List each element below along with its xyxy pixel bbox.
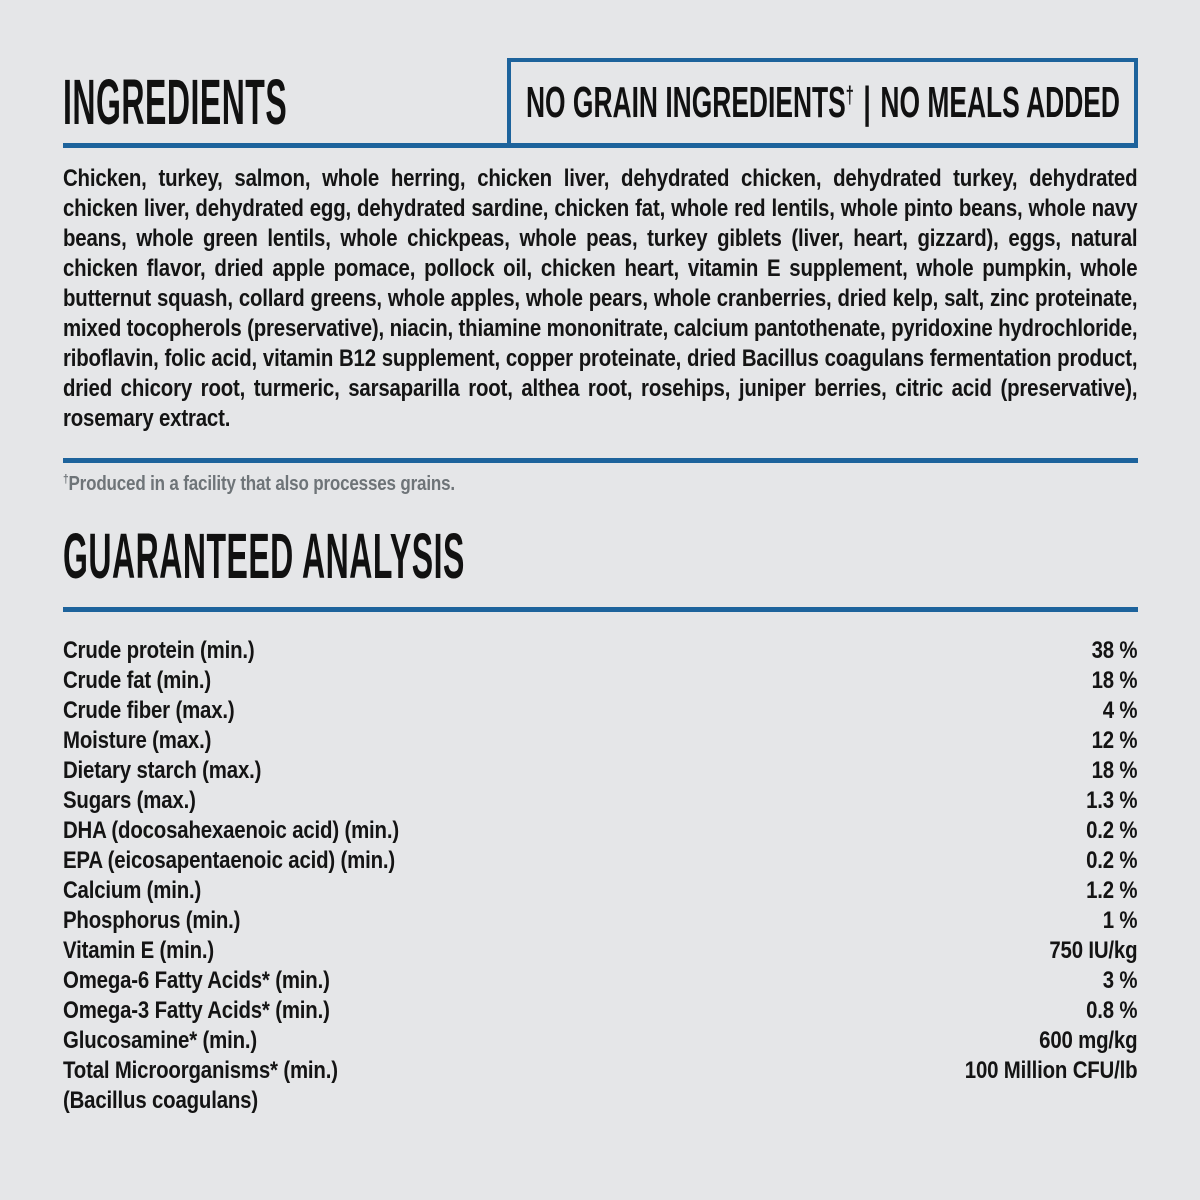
analysis-row-label: DHA (docosahexaenoic acid) (min.) [63, 817, 399, 844]
ingredients-title-text: INGREDIENTS [63, 66, 288, 138]
analysis-row: Omega-3 Fatty Acids* (min.) 0.8 % [63, 996, 1138, 1026]
analysis-row-value: 100 Million CFU/lb [964, 1057, 1138, 1084]
analysis-row-label: Dietary starch (max.) [63, 757, 262, 784]
analysis-row: Crude protein (min.) 38 % [63, 636, 1138, 666]
analysis-row: DHA (docosahexaenoic acid) (min.) 0.2 % [63, 816, 1138, 846]
analysis-row: Sugars (max.) 1.3 % [63, 786, 1138, 816]
analysis-row-label: Crude fiber (max.) [63, 697, 235, 724]
analysis-row: Total Microorganisms* (min.) 100 Million… [63, 1056, 1138, 1086]
analysis-row: Moisture (max.) 12 % [63, 726, 1138, 756]
analysis-row-value: 600 mg/kg [1039, 1027, 1138, 1054]
analysis-row: Dietary starch (max.) 18 % [63, 756, 1138, 786]
analysis-row-value: 0.2 % [1086, 817, 1138, 844]
analysis-row-label: Crude protein (min.) [63, 637, 255, 664]
analysis-row: Omega-6 Fatty Acids* (min.) 3 % [63, 966, 1138, 996]
footnote-dagger: † [63, 472, 69, 486]
analysis-row-label: Crude fat (min.) [63, 667, 212, 694]
analysis-row-label: Total Microorganisms* (min.) [63, 1057, 338, 1084]
badge-no-grain-label: NO GRAIN INGREDIENTS [525, 78, 846, 127]
ingredients-paragraph: Chicken, turkey, salmon, whole herring, … [63, 164, 1138, 434]
analysis-row: Vitamin E (min.) 750 IU/kg [63, 936, 1138, 966]
analysis-row-label: (Bacillus coagulans) [63, 1087, 258, 1114]
analysis-row-label: EPA (eicosapentaenoic acid) (min.) [63, 847, 396, 874]
divider-analysis [63, 607, 1138, 612]
footnote-text-line: †Produced in a facility that also proces… [63, 472, 1137, 496]
analysis-row: Calcium (min.) 1.2 % [63, 876, 1138, 906]
analysis-rows: Crude protein (min.) 38 % Crude fat (min… [63, 636, 1138, 1116]
no-grain-badge-text: NO GRAIN INGREDIENTS† | NO MEALS ADDED [526, 81, 1120, 125]
analysis-row: Crude fiber (max.) 4 % [63, 696, 1138, 726]
footnote-text: Produced in a facility that also process… [68, 473, 456, 495]
analysis-row-value: 3 % [1102, 967, 1138, 994]
analysis-row-value: 1 % [1102, 907, 1138, 934]
analysis-row-label: Vitamin E (min.) [63, 937, 215, 964]
analysis-row-value: 4 % [1102, 697, 1138, 724]
analysis-row: Crude fat (min.) 18 % [63, 666, 1138, 696]
analysis-row-label: Moisture (max.) [63, 727, 212, 754]
divider-ingredients [63, 143, 1138, 148]
analysis-row-value: 18 % [1091, 667, 1138, 694]
analysis-row-label: Sugars (max.) [63, 787, 196, 814]
guaranteed-analysis-title: GUARANTEED ANALYSIS [63, 524, 867, 588]
analysis-row-value: 18 % [1091, 757, 1138, 784]
no-grain-badge: NO GRAIN INGREDIENTS† | NO MEALS ADDED [507, 58, 1138, 148]
badge-separator: | [862, 78, 871, 127]
analysis-row-value: 750 IU/kg [1049, 937, 1138, 964]
analysis-row-value: 38 % [1091, 637, 1138, 664]
badge-no-meals-label: NO MEALS ADDED [879, 78, 1120, 127]
analysis-row: EPA (eicosapentaenoic acid) (min.) 0.2 % [63, 846, 1138, 876]
analysis-row-label: Phosphorus (min.) [63, 907, 241, 934]
ingredients-section-title: INGREDIENTS [63, 70, 511, 134]
analysis-row: (Bacillus coagulans) [63, 1086, 1137, 1116]
badge-dagger: † [845, 82, 854, 109]
guaranteed-analysis-table: Crude protein (min.) 38 % Crude fat (min… [63, 636, 1138, 1116]
analysis-row-value: 0.2 % [1086, 847, 1138, 874]
ingredients-text: Chicken, turkey, salmon, whole herring, … [63, 165, 1138, 432]
guaranteed-analysis-title-text: GUARANTEED ANALYSIS [63, 520, 465, 592]
analysis-row-label: Omega-6 Fatty Acids* (min.) [63, 967, 330, 994]
analysis-row-label: Omega-3 Fatty Acids* (min.) [63, 997, 330, 1024]
analysis-row-value: 1.3 % [1086, 787, 1138, 814]
analysis-row-label: Calcium (min.) [63, 877, 202, 904]
analysis-row: Phosphorus (min.) 1 % [63, 906, 1138, 936]
analysis-row: Glucosamine* (min.) 600 mg/kg [63, 1026, 1138, 1056]
analysis-row-label: Glucosamine* (min.) [63, 1027, 258, 1054]
analysis-row-value: 12 % [1091, 727, 1138, 754]
footnote: †Produced in a facility that also proces… [63, 472, 1137, 496]
divider-footnote [63, 458, 1138, 463]
analysis-row-value: 0.8 % [1086, 997, 1138, 1024]
analysis-row-value: 1.2 % [1086, 877, 1138, 904]
